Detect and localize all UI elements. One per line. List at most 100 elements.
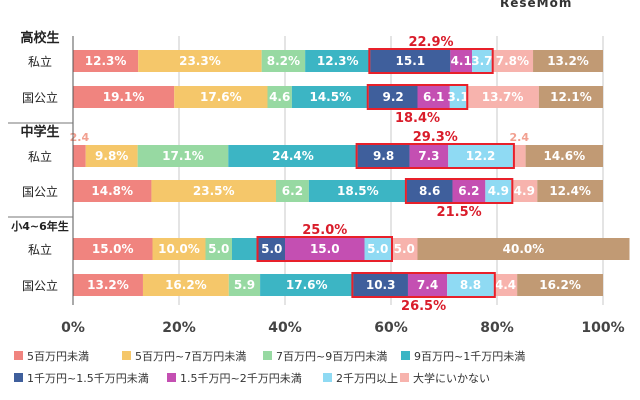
bar-value-label: 18.5% [337,184,379,198]
bar-segment [452,180,486,202]
row-label: 私立 [28,54,52,69]
bar-value-label: 4.4 [495,278,516,292]
bar-value-label: 17.6% [200,90,242,104]
bar-value-label: 5.0 [367,242,388,256]
bar-segment [537,180,603,202]
x-tick-label: 100% [581,320,624,336]
bar-value-label: 17.1% [162,149,204,163]
bar-value-label: 6.2 [458,184,479,198]
bar-segment [73,238,153,260]
bar-value-label: 3.7 [471,54,492,68]
bar-segment [285,238,365,260]
bar-value-label: 17.6% [286,278,328,292]
bar-value-label: 14.6% [543,149,585,163]
legend-swatch [263,351,272,360]
bar-segment [258,238,285,260]
highlight-total-label: 18.4% [395,111,440,126]
bar-segment [228,274,261,296]
group-label: 小4~6年生 [10,219,69,233]
legend-label: 5百万円~7百万円未満 [135,350,246,363]
bar-value-label: 15.1 [396,54,426,68]
bar-segment [491,50,534,72]
bar-segment [152,238,206,260]
bar-segment [73,274,143,296]
bar-value-label: 7.8% [496,54,529,68]
highlight-box [366,84,469,110]
bar-value-label: 5.9 [234,278,255,292]
bar-segment [73,86,175,108]
legend-swatch [323,373,332,382]
bar-segment [533,50,603,72]
legend-label: 7百万円~9百万円未満 [276,350,387,363]
bar-value-label: 6.2 [282,184,303,198]
bar-value-label: 5.0 [261,242,282,256]
bar-segment [73,145,86,167]
bar-segment [73,50,139,72]
legend-label: 9百万円~1千万円未満 [414,350,525,363]
bar-segment [466,86,539,108]
bar-value-label: 8.2% [267,54,300,68]
outside-value-label: 2.4 [70,131,90,144]
bar-value-label: 4.9 [514,184,535,198]
x-tick-label: 60% [374,320,408,336]
bar-segment [511,180,538,202]
bar-segment [267,86,292,108]
bar-segment [205,238,232,260]
bar-segment [138,50,262,72]
group-label: 中学生 [20,124,59,140]
bar-segment [261,50,306,72]
bar-value-label: 23.3% [179,54,221,68]
legend-label: 2千万円以上 [336,372,398,385]
bar-segment [85,145,138,167]
row-label: 私立 [28,242,52,257]
bar-segment [512,145,526,167]
bar-value-label: 3.1 [447,90,468,104]
bar-segment [409,145,449,167]
bar-value-label: 8.8 [460,278,481,292]
bar-value-label: 7.3 [418,149,439,163]
highlight-total-label: 29.3% [413,130,458,145]
legend-swatch [14,351,23,360]
bar-segment [407,274,448,296]
bar-segment [364,238,391,260]
bar-value-label: 15.0 [310,242,340,256]
bar-value-label: 12.1% [550,90,592,104]
legend-swatch [401,351,410,360]
bar-value-label: 40.0% [503,242,545,256]
bar-segment [275,180,309,202]
bar-segment [174,86,268,108]
bar-segment [357,145,410,167]
group-label: 高校生 [20,30,59,46]
legend-swatch [14,373,23,382]
row-label: 国公立 [22,90,58,105]
legend-swatch [167,373,176,382]
x-tick-label: 20% [162,320,196,336]
x-tick-label: 0% [61,320,85,336]
highlight-box [368,48,494,74]
bar-value-label: 12.4% [549,184,591,198]
bar-value-label: 9.2 [382,90,403,104]
bar-segment [448,145,513,167]
bar-value-label: 4.1 [451,54,472,68]
bar-value-label: 12.3% [85,54,127,68]
bar-segment [142,274,229,296]
bar-value-label: 24.4% [272,149,314,163]
bar-value-label: 10.3 [366,278,396,292]
bar-segment [151,180,276,202]
bar-segment [137,145,229,167]
bar-value-label: 14.5% [309,90,351,104]
bar-value-label: 13.2% [547,54,589,68]
x-tick-label: 40% [268,320,302,336]
watermark: ReseMom [500,0,640,10]
bar-segment [73,180,152,202]
bar-value-label: 12.2 [466,149,496,163]
bar-segment [517,274,603,296]
bar-value-label: 4.6 [269,90,290,104]
bar-segment [485,180,512,202]
bar-segment [391,238,418,260]
bar-value-label: 19.1% [103,90,145,104]
highlight-total-label: 21.5% [437,205,482,220]
bar-segment [308,180,407,202]
bar-value-label: 13.2% [87,278,129,292]
